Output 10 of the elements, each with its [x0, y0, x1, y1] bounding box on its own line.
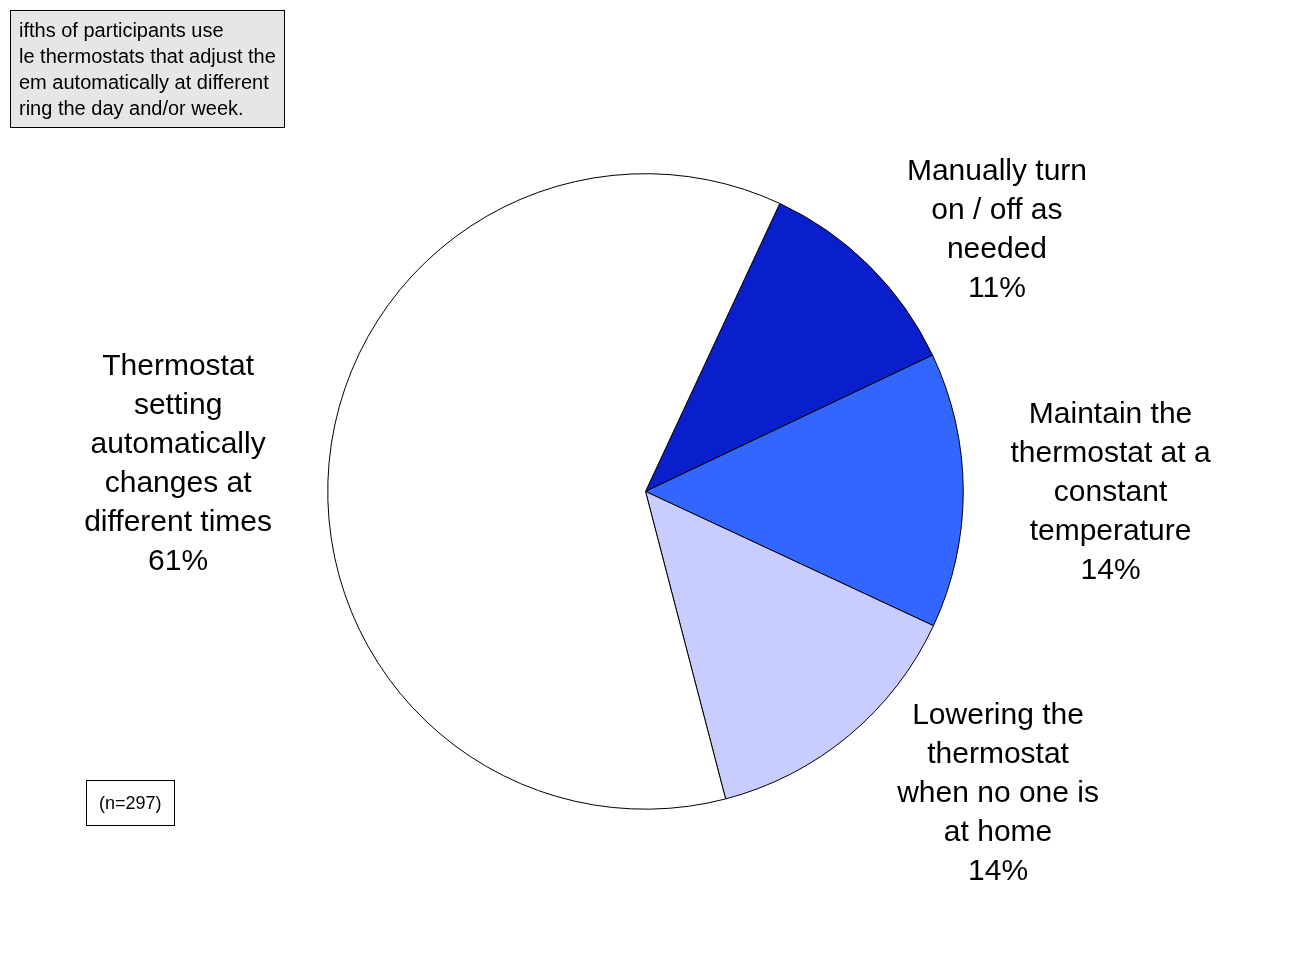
slice-label: Maintain the thermostat at a constant temperature — [1010, 395, 1211, 546]
text: ifths of participants use le thermostats that adjust the em automatically at different ring the day and/or week. — [19, 19, 276, 119]
data-label: 61% — [148, 542, 209, 576]
text: (n=297) — [99, 793, 162, 813]
data-label: 14% — [968, 852, 1029, 886]
slice-label: Manually turn on / off as needed — [906, 153, 1087, 265]
data-label: 14% — [1080, 551, 1141, 585]
data-label: 11% — [968, 270, 1026, 304]
slice-label: Thermostat setting automatically changes at different times — [84, 347, 273, 537]
slice-label: Lowering the thermostat when no one is at home — [896, 696, 1099, 847]
